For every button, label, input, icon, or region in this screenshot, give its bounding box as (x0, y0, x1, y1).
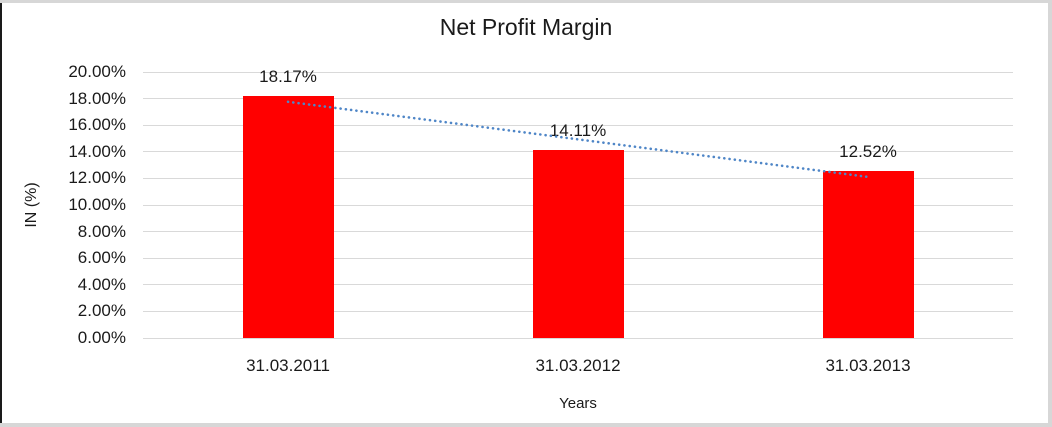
y-tick-label: 10.00% (68, 195, 126, 214)
gridline (143, 124, 1013, 126)
y-tick-label: 20.00% (68, 62, 126, 81)
bar-value-label: 14.11% (549, 121, 607, 141)
y-tick-label: 14.00% (68, 141, 126, 161)
bar-31.03.2013 (822, 171, 914, 338)
y-tick-label: 0.00% (77, 328, 126, 347)
y-tick-label: 6.00% (77, 248, 126, 268)
bar-31.03.2011 (242, 96, 334, 338)
x-category-label: 31.03.2012 (535, 356, 621, 375)
x-axis-title: Years (559, 395, 597, 412)
y-tick-label: 2.00% (77, 301, 126, 321)
y-tick-label: 12.00% (68, 168, 126, 188)
bar-value-label: 12.52% (839, 142, 897, 162)
y-tick-label: 4.00% (77, 274, 126, 294)
y-tick-label: 16.00% (68, 115, 126, 135)
gridline (143, 337, 1013, 339)
x-category-label: 31.03.2011 (246, 356, 330, 375)
bar-value-label: 18.17% (259, 67, 317, 87)
chart-title: Net Profit Margin (439, 14, 613, 40)
trendline-dotted-line (286, 100, 870, 179)
bar-31.03.2012 (532, 150, 624, 338)
gridline (143, 71, 1013, 73)
y-tick-label: 18.00% (68, 88, 126, 108)
y-tick-label: 8.00% (77, 221, 126, 241)
gridline (143, 98, 1013, 100)
x-category-label: 31.03.2013 (825, 356, 911, 375)
